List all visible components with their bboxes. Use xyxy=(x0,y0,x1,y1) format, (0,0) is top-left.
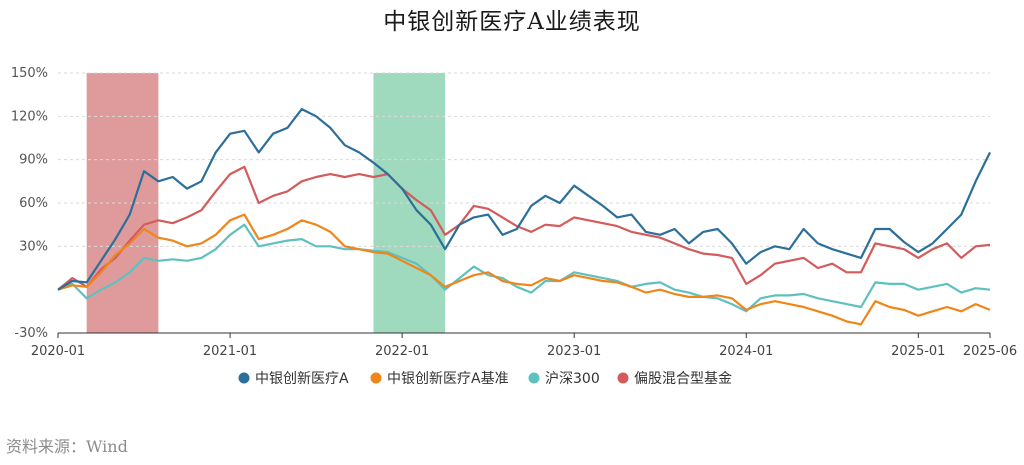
x-tick-label: 2025-06 xyxy=(963,344,1017,359)
series-line-3 xyxy=(57,223,991,313)
highlight-bands xyxy=(86,73,446,333)
legend-marker-4 xyxy=(617,372,629,384)
x-tick-label: 2025-01 xyxy=(891,344,945,359)
legend-label-4: 偏股混合型基金 xyxy=(634,370,732,387)
legend-marker-1 xyxy=(238,372,250,384)
x-axis: 2020-01 2021-01 2022-01 2023-01 2024-01 2025-… xyxy=(31,332,1017,359)
chart-title: 中银创新医疗A业绩表现 xyxy=(383,9,641,35)
y-axis-ticks: 150% 120% 90% 60% 30% -30% xyxy=(11,66,48,341)
x-tick-label: 2022-01 xyxy=(375,344,429,359)
grid-lines xyxy=(58,72,990,334)
x-tick-label: 2024-01 xyxy=(719,344,773,359)
legend-marker-2 xyxy=(370,372,382,384)
legend-marker-3 xyxy=(528,372,540,384)
x-tick-label: 2020-01 xyxy=(31,344,85,359)
source-note: 资料来源：Wind xyxy=(6,437,128,456)
y-tick-label: 120% xyxy=(11,109,48,124)
series-line-2 xyxy=(57,213,991,326)
legend-label-3: 沪深300 xyxy=(545,371,600,387)
legend: 中银创新医疗A 中银创新医疗A基准 沪深300 偏股混合型基金 xyxy=(238,370,732,387)
series-line-4 xyxy=(57,165,991,291)
y-tick-label: 150% xyxy=(11,66,48,81)
x-tick-label: 2021-01 xyxy=(203,344,257,359)
legend-label-2: 中银创新医疗A基准 xyxy=(387,370,509,387)
series-lines xyxy=(57,108,991,326)
highlight-band-1 xyxy=(86,73,159,333)
series-line-1 xyxy=(57,108,991,291)
y-tick-label: 30% xyxy=(19,239,48,254)
y-tick-label: -30% xyxy=(14,326,48,341)
y-tick-label: 60% xyxy=(19,196,48,211)
highlight-band-2 xyxy=(373,73,446,333)
legend-label-1: 中银创新医疗A xyxy=(255,371,349,387)
y-tick-label: 90% xyxy=(19,153,48,168)
x-tick-label: 2023-01 xyxy=(547,344,601,359)
